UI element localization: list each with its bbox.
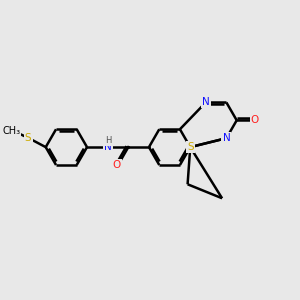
Text: N: N — [104, 142, 112, 152]
Text: H: H — [105, 136, 112, 145]
Text: N: N — [202, 98, 210, 107]
Text: S: S — [187, 142, 194, 152]
Text: O: O — [251, 115, 259, 125]
Text: S: S — [25, 133, 32, 143]
Text: N: N — [223, 133, 230, 143]
Text: O: O — [112, 160, 121, 170]
Text: CH₃: CH₃ — [2, 126, 20, 136]
